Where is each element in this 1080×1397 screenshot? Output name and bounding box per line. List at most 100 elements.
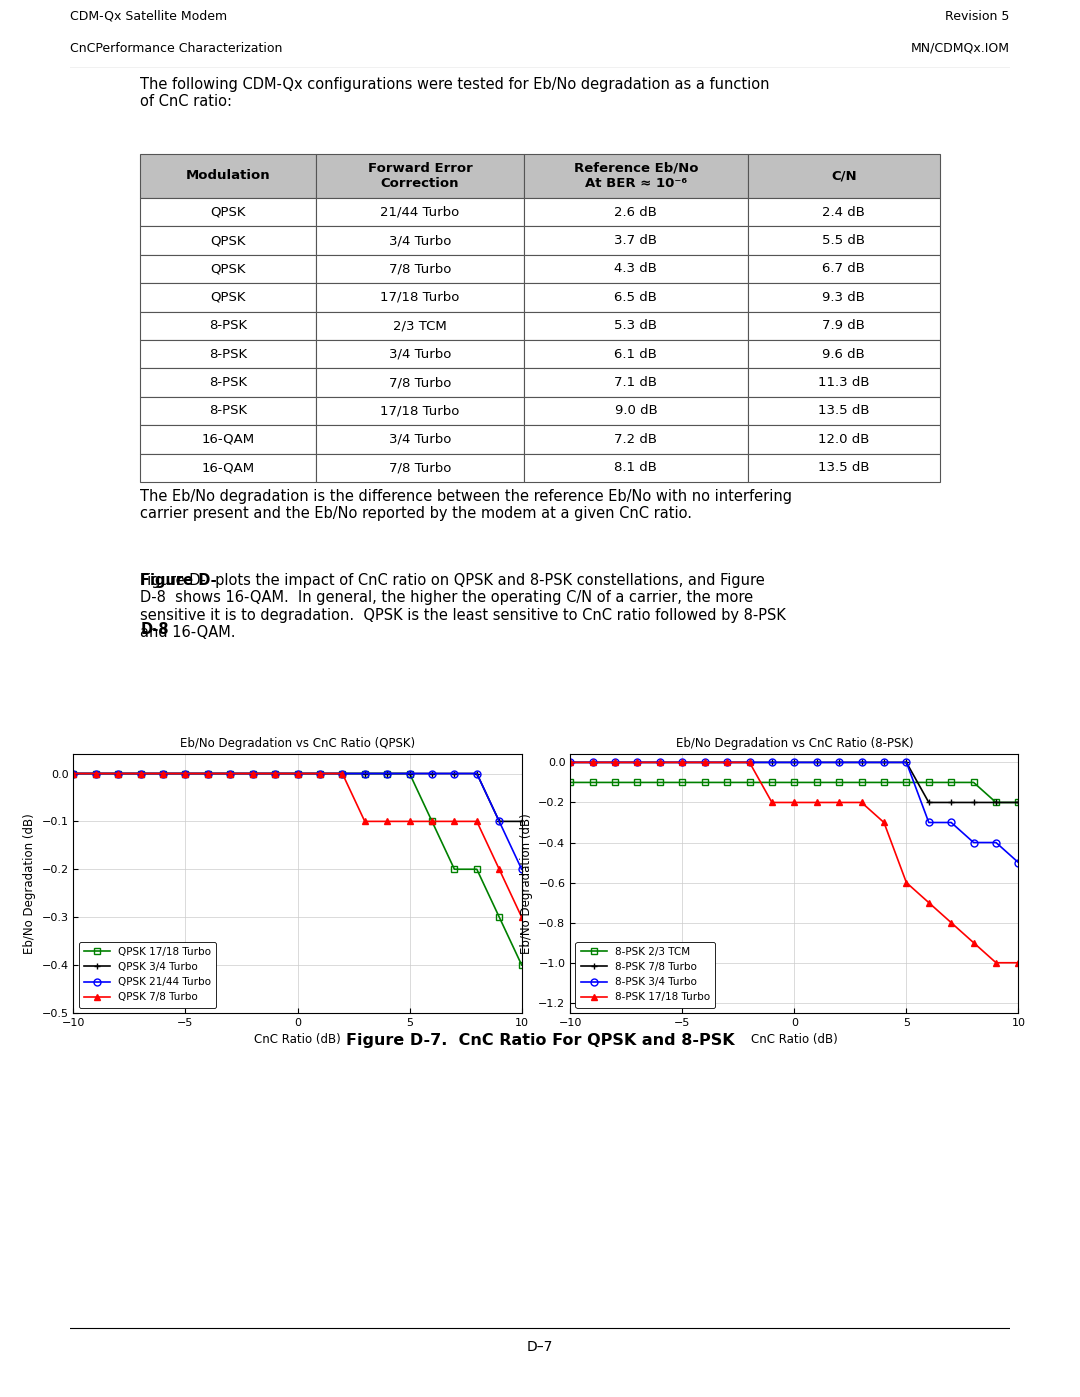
Line: 8-PSK 7/8 Turbo: 8-PSK 7/8 Turbo — [567, 759, 1022, 806]
Text: 16-QAM: 16-QAM — [202, 461, 255, 474]
8-PSK 17/18 Turbo — [631, 754, 644, 771]
Text: The Eb/No degradation is the difference between the reference Eb/No with no inte: The Eb/No degradation is the difference … — [140, 489, 793, 521]
8-PSK 7/8 Turbo — [676, 754, 689, 771]
QPSK 3/4 Turbo — [67, 766, 80, 782]
Bar — [747, 369, 940, 397]
QPSK 3/4 Turbo — [202, 766, 215, 782]
8-PSK 7/8 Turbo — [989, 793, 1002, 810]
QPSK 7/8 Turbo — [112, 766, 125, 782]
8-PSK 7/8 Turbo — [968, 793, 981, 810]
8-PSK 7/8 Turbo — [900, 754, 913, 771]
8-PSK 3/4 Turbo — [676, 754, 689, 771]
8-PSK 2/3 TCM — [653, 774, 666, 791]
Text: 21/44 Turbo: 21/44 Turbo — [380, 205, 460, 219]
8-PSK 17/18 Turbo — [855, 793, 868, 810]
QPSK 17/18 Turbo — [359, 766, 372, 782]
Text: 8-PSK: 8-PSK — [210, 376, 247, 390]
QPSK 7/8 Turbo — [381, 813, 394, 830]
8-PSK 7/8 Turbo — [833, 754, 846, 771]
8-PSK 17/18 Turbo — [945, 914, 958, 930]
QPSK 21/44 Turbo — [292, 766, 305, 782]
Bar — [524, 312, 747, 339]
Text: 8-PSK: 8-PSK — [210, 320, 247, 332]
Bar — [316, 284, 524, 312]
Line: 8-PSK 2/3 TCM: 8-PSK 2/3 TCM — [567, 780, 1022, 806]
QPSK 3/4 Turbo — [492, 813, 505, 830]
Text: 5.5 dB: 5.5 dB — [822, 235, 865, 247]
Line: 8-PSK 17/18 Turbo: 8-PSK 17/18 Turbo — [567, 759, 1022, 967]
Y-axis label: Eb/No Degradation (dB): Eb/No Degradation (dB) — [519, 813, 532, 954]
Bar — [316, 198, 524, 226]
Text: Forward Error
Correction: Forward Error Correction — [368, 162, 472, 190]
8-PSK 3/4 Turbo — [609, 754, 622, 771]
QPSK 3/4 Turbo — [515, 813, 528, 830]
QPSK 3/4 Turbo — [426, 766, 438, 782]
8-PSK 7/8 Turbo — [631, 754, 644, 771]
8-PSK 2/3 TCM — [743, 774, 756, 791]
Text: The following CDM-Qx configurations were tested for Eb/No degradation as a funct: The following CDM-Qx configurations were… — [140, 77, 770, 109]
Bar — [524, 397, 747, 425]
Text: 17/18 Turbo: 17/18 Turbo — [380, 405, 460, 418]
8-PSK 3/4 Turbo — [564, 754, 577, 771]
Text: 7.1 dB: 7.1 dB — [615, 376, 658, 390]
Title: Eb/No Degradation vs CnC Ratio (8-PSK): Eb/No Degradation vs CnC Ratio (8-PSK) — [675, 738, 914, 750]
Bar — [747, 254, 940, 284]
QPSK 17/18 Turbo — [90, 766, 103, 782]
8-PSK 7/8 Turbo — [743, 754, 756, 771]
Bar — [524, 226, 747, 254]
Text: QPSK: QPSK — [211, 291, 246, 305]
Bar — [747, 397, 940, 425]
8-PSK 3/4 Turbo — [699, 754, 712, 771]
QPSK 21/44 Turbo — [112, 766, 125, 782]
8-PSK 2/3 TCM — [1012, 793, 1025, 810]
8-PSK 2/3 TCM — [720, 774, 733, 791]
QPSK 17/18 Turbo — [112, 766, 125, 782]
QPSK 7/8 Turbo — [292, 766, 305, 782]
QPSK 21/44 Turbo — [269, 766, 282, 782]
8-PSK 17/18 Turbo — [609, 754, 622, 771]
Line: QPSK 17/18 Turbo: QPSK 17/18 Turbo — [70, 770, 525, 968]
Text: Figure D-7.  CnC Ratio For QPSK and 8-PSK: Figure D-7. CnC Ratio For QPSK and 8-PSK — [346, 1034, 734, 1048]
8-PSK 2/3 TCM — [699, 774, 712, 791]
8-PSK 2/3 TCM — [922, 774, 935, 791]
Text: QPSK: QPSK — [211, 205, 246, 219]
Line: QPSK 7/8 Turbo: QPSK 7/8 Turbo — [70, 770, 525, 921]
8-PSK 2/3 TCM — [676, 774, 689, 791]
QPSK 3/4 Turbo — [313, 766, 326, 782]
QPSK 7/8 Turbo — [359, 813, 372, 830]
8-PSK 2/3 TCM — [788, 774, 801, 791]
8-PSK 3/4 Turbo — [968, 834, 981, 851]
Bar — [747, 284, 940, 312]
QPSK 17/18 Turbo — [179, 766, 192, 782]
QPSK 17/18 Turbo — [426, 813, 438, 830]
Bar — [140, 339, 316, 369]
8-PSK 17/18 Turbo — [833, 793, 846, 810]
Text: Revision 5: Revision 5 — [945, 10, 1010, 22]
8-PSK 3/4 Turbo — [877, 754, 890, 771]
8-PSK 7/8 Turbo — [945, 793, 958, 810]
Bar — [140, 454, 316, 482]
Bar — [316, 397, 524, 425]
QPSK 17/18 Turbo — [224, 766, 237, 782]
Bar — [140, 425, 316, 454]
Bar — [140, 226, 316, 254]
QPSK 7/8 Turbo — [426, 813, 438, 830]
Bar — [524, 154, 747, 198]
QPSK 7/8 Turbo — [224, 766, 237, 782]
QPSK 7/8 Turbo — [157, 766, 170, 782]
Text: Figure D-: Figure D- — [140, 573, 217, 588]
QPSK 3/4 Turbo — [448, 766, 461, 782]
Text: 8.1 dB: 8.1 dB — [615, 461, 658, 474]
8-PSK 2/3 TCM — [833, 774, 846, 791]
Y-axis label: Eb/No Degradation (dB): Eb/No Degradation (dB) — [23, 813, 36, 954]
QPSK 7/8 Turbo — [336, 766, 349, 782]
QPSK 17/18 Turbo — [403, 766, 416, 782]
QPSK 21/44 Turbo — [224, 766, 237, 782]
8-PSK 7/8 Turbo — [653, 754, 666, 771]
QPSK 17/18 Turbo — [492, 908, 505, 925]
Text: 5.3 dB: 5.3 dB — [615, 320, 658, 332]
8-PSK 3/4 Turbo — [586, 754, 599, 771]
Bar — [316, 425, 524, 454]
QPSK 3/4 Turbo — [112, 766, 125, 782]
Text: 11.3 dB: 11.3 dB — [818, 376, 869, 390]
